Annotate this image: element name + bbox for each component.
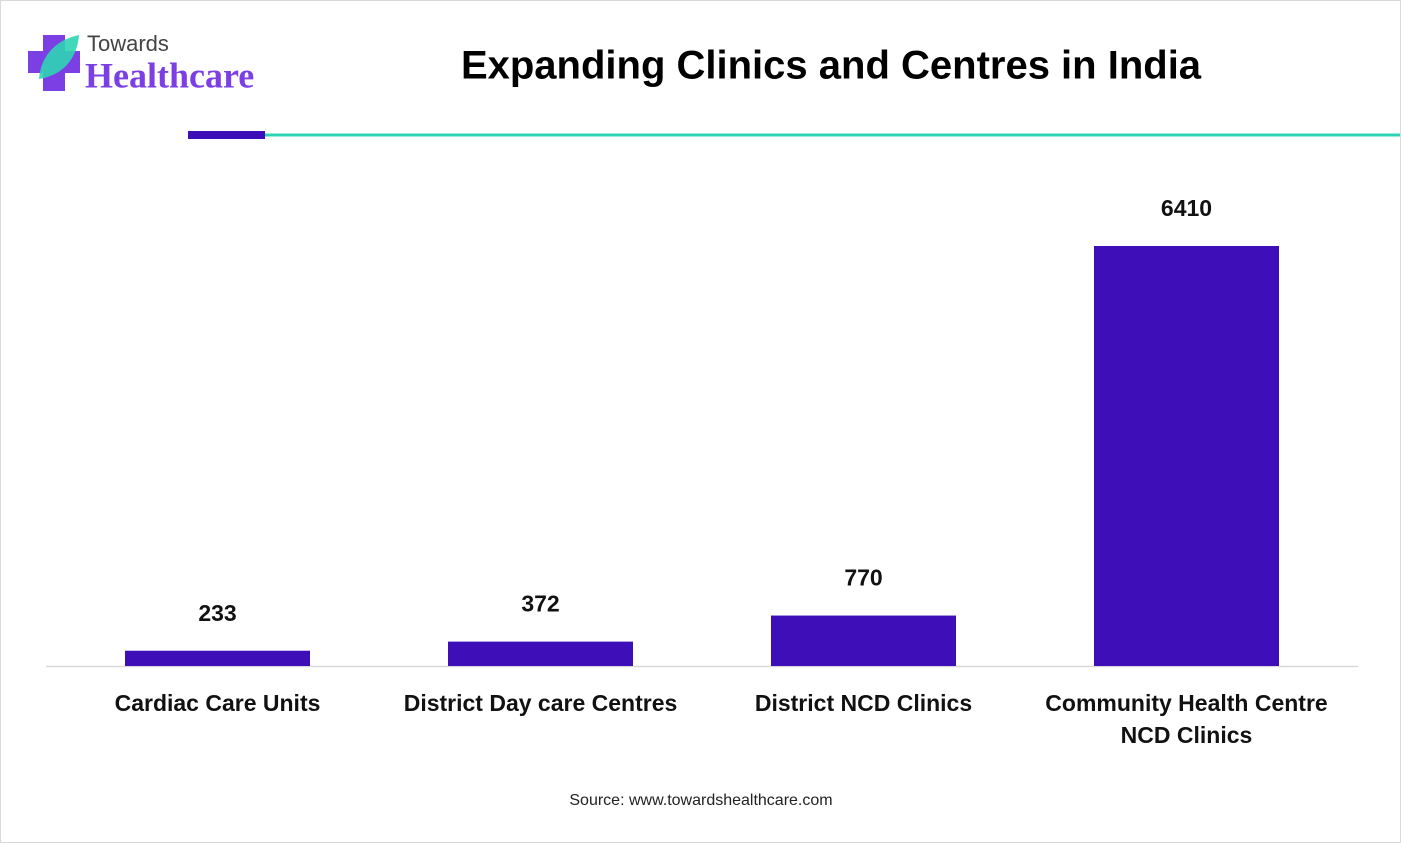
x-tick-label: Community Health Centre NCD Clinics — [1045, 690, 1328, 748]
bar — [771, 615, 956, 666]
bar — [125, 650, 310, 666]
header-accent — [188, 131, 265, 139]
logo-text: Healthcare — [85, 55, 254, 95]
source: Source: www.towardshealthcare.com — [569, 792, 832, 809]
value-label: 6410 — [1161, 195, 1212, 221]
bar — [1094, 246, 1279, 666]
x-tick-label: District NCD Clinics — [754, 690, 973, 716]
value-label: 233 — [198, 600, 236, 626]
chart-title: Expanding Clinics and Centres in India — [461, 44, 1202, 88]
value-label: 372 — [521, 591, 559, 617]
logo-icon — [28, 35, 80, 91]
x-tick-label: Cardiac Care Units — [114, 690, 321, 716]
logo-text: Towards — [87, 31, 169, 56]
value-label: 770 — [844, 565, 882, 591]
bar — [448, 641, 633, 666]
x-tick-label: District Day care Centres — [403, 690, 678, 716]
